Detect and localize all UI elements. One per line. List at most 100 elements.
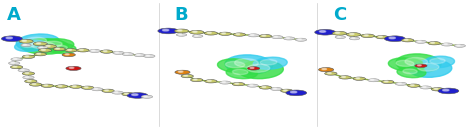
Circle shape [103,51,107,52]
Circle shape [176,33,187,36]
Circle shape [193,79,197,80]
Circle shape [456,45,460,46]
Circle shape [73,86,76,87]
Circle shape [36,43,41,44]
Circle shape [65,49,77,52]
Ellipse shape [31,42,55,49]
Circle shape [418,65,421,66]
Ellipse shape [226,62,245,68]
Circle shape [342,76,346,77]
Circle shape [22,55,35,58]
Ellipse shape [226,67,257,79]
Circle shape [319,68,334,72]
Circle shape [356,78,360,79]
Circle shape [22,72,35,75]
Circle shape [114,92,118,93]
Circle shape [247,84,258,87]
Circle shape [346,33,361,37]
Ellipse shape [16,34,60,51]
Circle shape [89,49,100,53]
Ellipse shape [396,54,441,72]
Ellipse shape [418,63,439,71]
Ellipse shape [47,43,76,54]
Circle shape [410,85,414,86]
Circle shape [222,82,226,83]
Circle shape [23,44,27,45]
Circle shape [146,55,150,56]
Circle shape [132,94,138,95]
Circle shape [19,39,33,43]
Circle shape [82,86,94,89]
Circle shape [10,65,23,69]
Circle shape [144,96,147,97]
Circle shape [339,76,351,79]
Circle shape [37,53,41,54]
Circle shape [122,53,134,56]
Circle shape [384,81,388,82]
Circle shape [125,53,128,54]
Circle shape [376,35,388,39]
Circle shape [262,86,266,87]
Circle shape [84,87,88,88]
Circle shape [398,83,401,84]
Ellipse shape [423,56,455,68]
Circle shape [25,80,37,83]
Circle shape [262,35,266,36]
Ellipse shape [15,40,47,51]
Circle shape [319,31,326,32]
Circle shape [113,51,124,54]
Circle shape [195,35,198,36]
Circle shape [233,33,246,36]
Circle shape [250,34,254,35]
Circle shape [94,88,98,89]
Circle shape [336,32,340,33]
Circle shape [370,79,374,80]
Circle shape [353,77,365,80]
Circle shape [163,29,169,31]
Circle shape [137,54,140,55]
Circle shape [34,53,46,56]
Circle shape [46,45,50,46]
Circle shape [219,32,231,35]
Circle shape [70,85,82,88]
Circle shape [368,79,379,82]
Circle shape [273,88,277,89]
Circle shape [191,78,203,82]
Circle shape [291,91,297,93]
Circle shape [125,93,128,94]
Circle shape [66,66,81,70]
Circle shape [335,36,346,39]
Circle shape [6,37,12,39]
Circle shape [23,76,34,79]
Circle shape [438,88,459,94]
Circle shape [184,75,188,76]
Circle shape [420,86,431,89]
Circle shape [40,47,43,48]
Circle shape [13,58,17,59]
Circle shape [68,49,72,50]
Circle shape [281,89,293,92]
Text: B: B [174,6,188,25]
Circle shape [9,62,20,65]
Circle shape [337,36,341,37]
Circle shape [389,37,395,39]
Circle shape [43,45,56,48]
Ellipse shape [235,59,258,67]
Circle shape [205,80,217,83]
Circle shape [21,44,31,47]
Circle shape [13,66,17,67]
Ellipse shape [396,60,414,66]
Circle shape [315,29,336,35]
Circle shape [141,95,153,98]
Circle shape [441,43,453,46]
Circle shape [328,72,331,74]
Circle shape [91,50,95,51]
Circle shape [274,36,278,37]
Circle shape [454,44,465,47]
Circle shape [361,34,374,38]
Circle shape [174,29,189,33]
Circle shape [127,93,148,98]
Circle shape [175,70,190,74]
Circle shape [431,42,435,43]
Circle shape [322,68,327,70]
